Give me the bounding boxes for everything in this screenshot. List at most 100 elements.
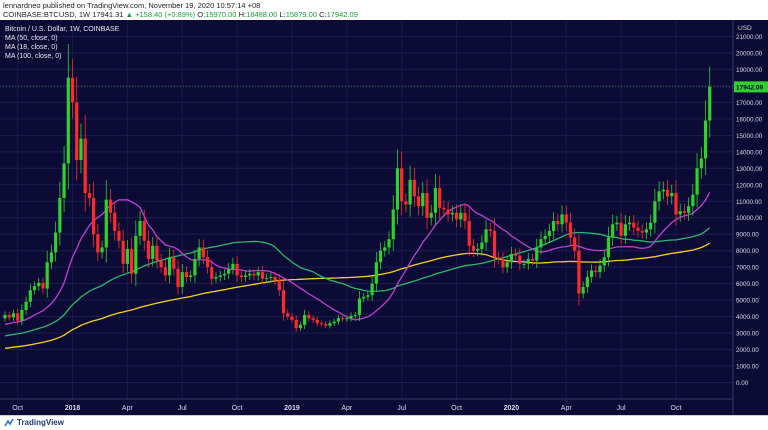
y-tick-label: 17000.00: [736, 100, 763, 107]
x-tick-label: Oct: [232, 405, 243, 412]
chart-pane[interactable]: 0.00 1000.00 2000.00 3000.00 4000.00 5000.00 6…: [0, 20, 768, 415]
candle: [130, 237, 134, 284]
symbol-info: COINBASE:BTCUSD, 1W: [3, 10, 91, 19]
y-tick-label: 2000.00: [736, 347, 759, 354]
candle: [691, 184, 695, 216]
close-value: 17942.09: [326, 10, 358, 19]
candle-body: [239, 275, 243, 278]
candle-body: [585, 277, 589, 287]
candle: [695, 153, 699, 208]
candle-body: [96, 234, 100, 253]
candle-body: [328, 323, 332, 326]
candle-body: [556, 221, 560, 225]
candle: [290, 313, 294, 324]
candle-body: [155, 245, 159, 261]
candle-body: [408, 179, 412, 205]
x-tick-label: Oct: [12, 405, 23, 412]
candle: [96, 223, 100, 262]
candle: [265, 273, 269, 284]
legend: Bitcoin / U.S. Dollar, 1W, COINBASE MA (…: [5, 26, 120, 60]
candle: [24, 296, 28, 315]
y-tick-label: 13000.00: [736, 166, 763, 173]
candle: [467, 208, 471, 257]
candle-body: [210, 267, 214, 279]
candle: [155, 236, 159, 269]
candle-body: [83, 138, 87, 194]
tradingview-brand: TradingView: [17, 418, 64, 427]
ma100-line: [4, 242, 711, 349]
candle: [699, 146, 703, 179]
candle: [45, 250, 49, 298]
candle: [636, 220, 640, 238]
last-price-label: 17942.09: [736, 84, 763, 91]
candle: [231, 257, 235, 275]
candle-body: [231, 263, 235, 269]
y-tick-label: 12000.00: [736, 182, 763, 189]
candle-body: [526, 258, 530, 264]
candle: [324, 321, 328, 329]
candle-body: [602, 257, 606, 266]
candle: [501, 251, 505, 274]
moving-averages: [4, 191, 711, 349]
candle: [87, 184, 91, 207]
candle-body: [568, 222, 573, 238]
y-tick-label: 19000.00: [736, 67, 763, 74]
candle-body: [594, 270, 598, 273]
candle: [159, 254, 163, 274]
candle-body: [362, 296, 366, 299]
candle: [32, 281, 37, 295]
ma50-line: [4, 227, 711, 337]
candle-body: [218, 275, 222, 278]
candle-body: [708, 86, 712, 121]
candle: [387, 231, 391, 255]
candle-body: [184, 272, 189, 278]
candle-body: [391, 209, 395, 240]
y-tick-label: 11000.00: [736, 199, 762, 206]
candle-body: [421, 193, 425, 207]
price-chart[interactable]: 0.00 1000.00 2000.00 3000.00 4000.00 5000.00 6…: [0, 20, 768, 415]
candle-body: [454, 212, 459, 220]
x-tick-label: Jul: [178, 405, 187, 412]
candle-body: [682, 211, 687, 213]
candle-body: [167, 257, 172, 276]
candle: [505, 256, 509, 273]
chart-title: Bitcoin / U.S. Dollar, 1W, COINBASE: [5, 26, 120, 33]
candle: [602, 250, 606, 272]
candle: [564, 205, 568, 231]
candle: [100, 240, 104, 259]
candle-body: [197, 247, 201, 259]
y-tick-label: 5000.00: [736, 298, 759, 305]
candle: [345, 315, 349, 322]
candle: [497, 251, 501, 265]
x-tick-label: Jul: [617, 405, 626, 412]
candle-body: [189, 275, 193, 278]
candle-body: [387, 239, 391, 248]
y-tick-label: 7000.00: [736, 265, 759, 272]
candle: [239, 270, 243, 282]
candle-body: [433, 188, 438, 213]
candle: [471, 239, 476, 257]
candle: [585, 270, 589, 293]
y-tick-label: 1000.00: [736, 364, 759, 371]
candle-body: [75, 102, 79, 161]
candle-body: [193, 258, 197, 276]
candle: [560, 205, 564, 233]
candle-body: [20, 310, 24, 321]
tradingview-logo[interactable]: TradingView: [4, 418, 64, 427]
candle-body: [163, 267, 167, 276]
candle-body: [514, 253, 518, 256]
y-axis-unit: USD: [738, 25, 752, 32]
candle-body: [324, 324, 328, 326]
candle-body: [539, 239, 543, 248]
candle: [75, 76, 79, 181]
candle-body: [370, 283, 374, 296]
candle: [7, 311, 11, 321]
y-tick-label: 3000.00: [736, 331, 759, 338]
candle-body: [353, 314, 357, 316]
candle: [332, 318, 336, 326]
candle: [189, 270, 193, 282]
candle-body: [336, 318, 340, 322]
y-tick-label: 4000.00: [736, 314, 759, 321]
candle: [383, 241, 387, 257]
candle-body: [623, 224, 627, 236]
